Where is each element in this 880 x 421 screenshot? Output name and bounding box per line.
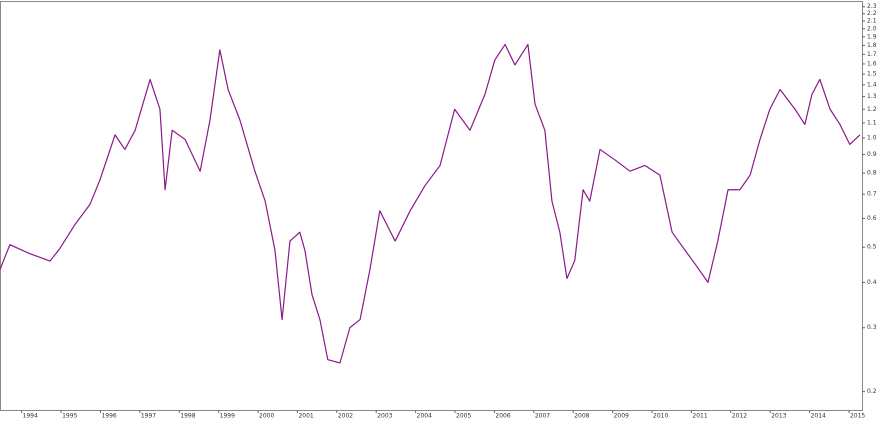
x-tick-label: 1999: [220, 413, 235, 420]
plot-frame: [0, 1, 863, 411]
y-tick-label: 1.8: [867, 42, 877, 49]
y-tick-label: 2.1: [867, 18, 877, 25]
y-tick-label: 0.5: [867, 244, 877, 251]
x-tick-label: 2003: [377, 413, 392, 420]
x-tick-label: 1995: [62, 413, 77, 420]
price-line: [0, 43, 861, 364]
y-tick-label: 2.2: [867, 10, 877, 17]
y-tick-label: 1.1: [867, 119, 877, 126]
x-tick-label: 2014: [811, 413, 826, 420]
y-tick-label: 1.3: [867, 93, 877, 100]
y-tick-label: 1.0: [867, 134, 877, 141]
x-tick-label: 2004: [417, 413, 432, 420]
y-tick-label: 0.2: [867, 388, 877, 395]
y-tick-label: 1.4: [867, 81, 877, 88]
x-tick-label: 2007: [535, 413, 550, 420]
y-tick-label: 1.6: [867, 60, 877, 67]
x-tick-label: 2011: [692, 413, 707, 420]
x-tick-label: 1996: [101, 413, 116, 420]
x-tick-label: 2013: [771, 413, 786, 420]
x-tick-label: 2001: [298, 413, 313, 420]
x-tick-label: 1998: [180, 413, 195, 420]
y-tick-label: 1.9: [867, 33, 877, 40]
x-tick-label: 2010: [653, 413, 668, 420]
y-tick-label: 2.3: [867, 3, 877, 10]
x-tick-label: 1994: [23, 413, 38, 420]
x-tick-label: 2015: [850, 413, 865, 420]
y-tick-label: 2.0: [867, 25, 877, 32]
x-tick-label: 2002: [338, 413, 353, 420]
y-tick-label: 0.7: [867, 191, 877, 198]
y-tick-label: 0.3: [867, 324, 877, 331]
y-tick-label: 1.5: [867, 71, 877, 78]
y-tick-label: 0.9: [867, 151, 877, 158]
y-tick-label: 0.4: [867, 279, 877, 286]
y-tick-label: 0.8: [867, 170, 877, 177]
x-tick-label: 2006: [495, 413, 510, 420]
x-tick-label: 2005: [456, 413, 471, 420]
x-tick-label: 2000: [259, 413, 274, 420]
x-tick-label: 1997: [141, 413, 156, 420]
x-tick-label: 2012: [732, 413, 747, 420]
x-tick-label: 2009: [614, 413, 629, 420]
y-tick-label: 1.2: [867, 106, 877, 113]
x-tick-label: 2008: [574, 413, 589, 420]
y-tick-label: 0.6: [867, 215, 877, 222]
y-tick-label: 1.7: [867, 51, 877, 58]
